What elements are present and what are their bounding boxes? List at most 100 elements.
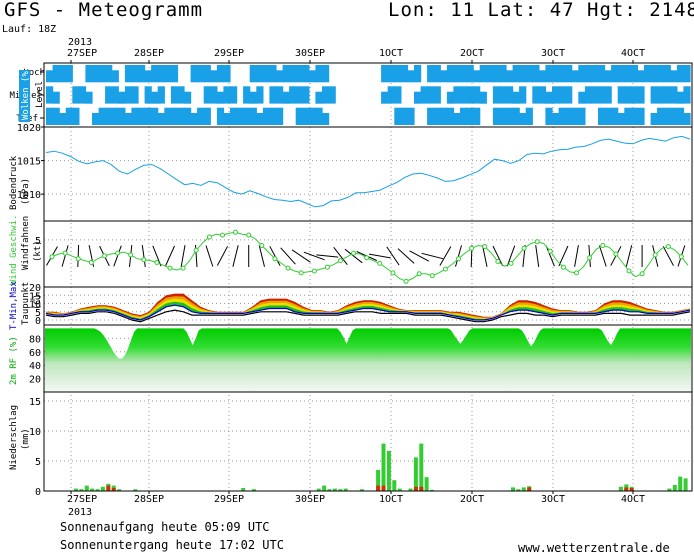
cloud-cell [144, 107, 152, 125]
cloud-cell [46, 70, 54, 83]
cloud-cell [479, 65, 487, 83]
pressure-unit: (hPa) [21, 178, 31, 205]
cloud-cell [545, 107, 553, 125]
cloud-cell [683, 86, 691, 104]
bottom-day-tick-label: 1OCT [379, 494, 403, 505]
wind-speed-point [547, 248, 553, 254]
cloud-cell [92, 113, 100, 125]
cloud-cell [584, 65, 593, 83]
precip-bar [381, 443, 386, 491]
pressure-series-line [45, 135, 691, 208]
precip-bar [419, 443, 424, 491]
cloud-cell [538, 86, 547, 104]
wind-barb [368, 253, 391, 259]
cloud-cell [262, 65, 271, 83]
cloud-cell [85, 91, 93, 104]
cloud-cell [295, 107, 303, 125]
cloud-cell [584, 86, 593, 104]
precip-bar [511, 487, 515, 491]
wind-speed-point [613, 251, 619, 257]
cloud-cell [663, 86, 671, 104]
cloud-cell [657, 65, 665, 83]
wind-barb [303, 251, 325, 261]
cloud-cell [400, 107, 409, 125]
cloud-cell [400, 65, 409, 83]
cloud-cell [118, 107, 126, 125]
wind-barb [280, 247, 296, 265]
wind-ylabel2: Windfahnen [21, 216, 31, 270]
cloud-cell [315, 107, 323, 125]
wind-tick-label: 5 [35, 236, 41, 247]
wind-speed-point [311, 268, 317, 274]
wind-barb [333, 246, 348, 266]
temp-min-line [45, 304, 691, 321]
wind-speed-point [115, 250, 121, 256]
cloud-cell [151, 91, 159, 104]
wind-speed-point [416, 271, 422, 277]
wind-barb [205, 245, 214, 267]
cloud-cell [210, 70, 218, 83]
cloud-cell [170, 65, 179, 83]
cloud-cell [394, 86, 402, 104]
cloud-cell [453, 113, 461, 125]
cloud-cell [256, 86, 264, 104]
cloud-cell [315, 65, 323, 83]
cloud-cell [295, 86, 303, 104]
wind-barb [482, 245, 488, 267]
cloud-cell [322, 86, 330, 104]
wind-barb [61, 245, 69, 267]
cloud-cell [151, 107, 159, 125]
cloud-cell [144, 86, 152, 104]
cloud-cell [591, 86, 599, 104]
wind-speed-point [246, 232, 252, 238]
cloud-cell [460, 107, 468, 125]
wind-speed-point [285, 265, 291, 271]
cloud-cell [59, 113, 67, 125]
wind-barb [535, 245, 540, 267]
wind-speed-point [495, 259, 501, 264]
cloud-cell [545, 91, 553, 104]
bottom-day-tick-label: 28SEP [134, 494, 164, 505]
precip-bar [316, 488, 321, 491]
cloud-cell [427, 86, 435, 104]
wind-barb [386, 246, 400, 266]
cloud-cell [440, 107, 448, 125]
model-run-label: Lauf: 18Z [2, 24, 57, 35]
panel-frame-pressure [43, 126, 693, 222]
cloud-cell [381, 91, 389, 104]
cloud-cell [486, 65, 494, 83]
cloud-cell [525, 107, 533, 125]
cloud-cell [492, 107, 501, 125]
wind-barb [397, 248, 415, 264]
cloud-cell [269, 65, 277, 83]
panel-frames [43, 62, 693, 492]
precip-snow-bar [381, 485, 386, 491]
precip-bar [74, 488, 78, 491]
cloud-cell [65, 107, 73, 125]
cloud-cell [663, 65, 671, 83]
cloud-cell [506, 86, 514, 104]
bottom-day-tick-label: 2OCT [460, 494, 484, 505]
wind-speed-point [521, 245, 527, 251]
cloud-cell [269, 86, 277, 104]
cloud-cell [407, 107, 415, 125]
wind-barb [598, 245, 607, 267]
cloud-cell [387, 86, 395, 104]
cloud-cell [473, 70, 481, 83]
cloud-cell [670, 107, 678, 125]
precip-bar [618, 486, 623, 491]
cloud-cell [676, 107, 685, 125]
cloud-cell [190, 65, 198, 83]
precip-bar [343, 488, 348, 491]
cloud-cell [525, 65, 533, 83]
cloud-cell [92, 65, 100, 83]
cloud-cell [394, 65, 402, 83]
wind-speed-point [626, 268, 632, 274]
cloud-level-axis-label: Level [35, 81, 45, 108]
cloud-cell [683, 113, 691, 125]
wind-speed-point [128, 252, 134, 258]
cloud-cell [216, 91, 225, 104]
cloud-cell [571, 107, 579, 125]
wind-speed-point [482, 244, 488, 249]
cloud-cell [138, 65, 146, 83]
